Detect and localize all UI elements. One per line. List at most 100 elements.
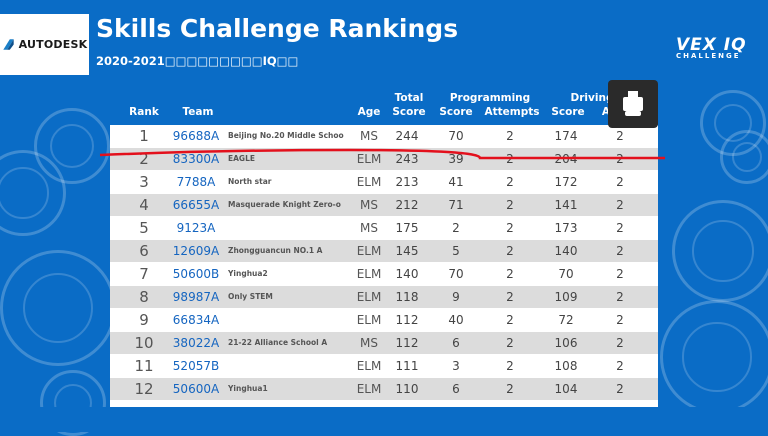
age-cell: ELM (356, 175, 382, 189)
rank-cell: 7 (139, 265, 149, 283)
header-driving: Driving (570, 92, 614, 104)
driving-attempts-cell: 2 (616, 175, 624, 189)
programming-score-cell: 71 (448, 198, 464, 212)
rank-cell: 12 (134, 380, 154, 398)
total-score-cell: 145 (395, 244, 419, 258)
table-row[interactable]: 4 66655A Masquerade Knight Zero-o MS 212 71 2 1… (110, 194, 658, 217)
team-name (228, 309, 350, 331)
driving-score-cell: 173 (554, 221, 578, 235)
programming-attempts-cell: 2 (506, 382, 514, 396)
driving-score-cell: 106 (554, 336, 578, 350)
rank-cell: 9 (139, 311, 149, 329)
vex-sub: CHALLENGE (676, 52, 741, 60)
header-rank: Rank (129, 106, 159, 118)
header-total-bottom: Score (392, 106, 426, 118)
age-cell: ELM (356, 359, 382, 373)
programming-attempts-cell: 2 (506, 244, 514, 258)
programming-score-cell: 39 (448, 152, 464, 166)
programming-score-cell: 9 (452, 290, 460, 304)
bottom-bar (0, 407, 768, 432)
table-row[interactable]: 8 98987A Only STEM ELM 118 9 2 109 2 (110, 286, 658, 309)
logo-text: AUTODESK (18, 38, 88, 51)
table-row[interactable]: 7 50600B Yinghua2 ELM 140 70 2 70 2 (110, 263, 658, 286)
table-row[interactable]: 5 9123A MS 175 2 2 173 2 (110, 217, 658, 240)
team-name: Only STEM (228, 292, 273, 301)
driving-score-cell: 72 (558, 313, 574, 327)
total-score-cell: 175 (395, 221, 419, 235)
team-number-link[interactable]: 50600B (172, 267, 220, 281)
team-name (228, 355, 350, 377)
robot-button[interactable] (608, 80, 658, 128)
team-number-link[interactable]: 52057B (172, 359, 220, 373)
table-row[interactable]: 12 50600A Yinghua1 ELM 110 6 2 104 2 (110, 378, 658, 401)
team-number-link[interactable]: 12609A (172, 244, 220, 258)
team-number-link[interactable]: 7788A (176, 175, 216, 189)
team-name: North star (228, 177, 272, 186)
driving-score-cell: 141 (554, 198, 578, 212)
robot-icon (623, 91, 643, 116)
total-score-cell: 244 (395, 129, 419, 143)
driving-attempts-cell: 2 (616, 336, 624, 350)
team-number-link[interactable]: 66834A (172, 313, 220, 327)
table-row[interactable]: 10 38022A 21-22 Alliance School A MS 112 6 2 10… (110, 332, 658, 355)
header-team: Team (182, 106, 214, 118)
table-row[interactable]: 6 12609A Zhongguancun NO.1 A ELM 145 5 2 140 2 (110, 240, 658, 263)
age-cell: ELM (356, 152, 382, 166)
rankings-table: 1 96688A Beijing No.20 Middle Schoo MS 244 70… (110, 125, 658, 407)
team-number-link[interactable]: 66655A (172, 198, 220, 212)
programming-attempts-cell: 2 (506, 313, 514, 327)
header-programming: Programming (449, 92, 531, 104)
team-number-link[interactable]: 98987A (172, 290, 220, 304)
total-score-cell: 112 (395, 336, 419, 350)
header-programming-attempts: Attempts (484, 106, 540, 118)
team-name: Yinghua1 (228, 384, 268, 393)
total-score-cell: 212 (395, 198, 419, 212)
driving-score-cell: 108 (554, 359, 578, 373)
programming-score-cell: 2 (452, 221, 460, 235)
table-row[interactable]: 3 7788A North star ELM 213 41 2 172 2 (110, 171, 658, 194)
gear-decoration (0, 150, 66, 236)
age-cell: ELM (356, 244, 382, 258)
driving-attempts-cell: 2 (616, 221, 624, 235)
total-score-cell: 140 (395, 267, 419, 281)
vex-mark: VEX IQ (676, 35, 747, 55)
rank-cell: 1 (139, 127, 149, 145)
driving-score-cell: 109 (554, 290, 578, 304)
programming-score-cell: 70 (448, 129, 464, 143)
rank-cell: 2 (139, 150, 149, 168)
programming-attempts-cell: 2 (506, 198, 514, 212)
table-row[interactable]: 11 52057B ELM 111 3 2 108 2 (110, 355, 658, 378)
gear-decoration (720, 130, 768, 184)
driving-score-cell: 104 (554, 382, 578, 396)
programming-attempts-cell: 2 (506, 267, 514, 281)
team-number-link[interactable]: 9123A (176, 221, 216, 235)
driving-score-cell: 204 (554, 152, 578, 166)
team-number-link[interactable]: 96688A (172, 129, 220, 143)
team-number-link[interactable]: 38022A (172, 336, 220, 350)
programming-score-cell: 5 (452, 244, 460, 258)
header-programming-score: Score (439, 106, 473, 118)
driving-attempts-cell: 2 (616, 244, 624, 258)
table-row[interactable]: 9 66834A ELM 112 40 2 72 2 (110, 309, 658, 332)
team-name: Yinghua2 (228, 269, 268, 278)
rank-cell: 3 (139, 173, 149, 191)
page-title: Skills Challenge Rankings (96, 14, 459, 43)
table-row[interactable]: 1 96688A Beijing No.20 Middle Schoo MS 244 70… (110, 125, 658, 148)
table-row[interactable]: 2 83300A EAGLE ELM 243 39 2 204 2 (110, 148, 658, 171)
total-score-cell: 213 (395, 175, 419, 189)
autodesk-logo: AUTODESK (0, 14, 89, 75)
programming-attempts-cell: 2 (506, 175, 514, 189)
gear-decoration (672, 200, 768, 302)
team-number-link[interactable]: 83300A (172, 152, 220, 166)
rank-cell: 6 (139, 242, 149, 260)
total-score-cell: 110 (395, 382, 419, 396)
rank-cell: 10 (134, 334, 154, 352)
total-score-cell: 111 (395, 359, 419, 373)
team-number-link[interactable]: 50600A (172, 382, 220, 396)
driving-attempts-cell: 2 (616, 359, 624, 373)
page-subtitle: 2020-2021□□□□□□□□□IQ□□ (96, 54, 299, 68)
rank-cell: 5 (139, 219, 149, 237)
age-cell: MS (360, 129, 378, 143)
driving-attempts-cell: 2 (616, 152, 624, 166)
programming-attempts-cell: 2 (506, 359, 514, 373)
